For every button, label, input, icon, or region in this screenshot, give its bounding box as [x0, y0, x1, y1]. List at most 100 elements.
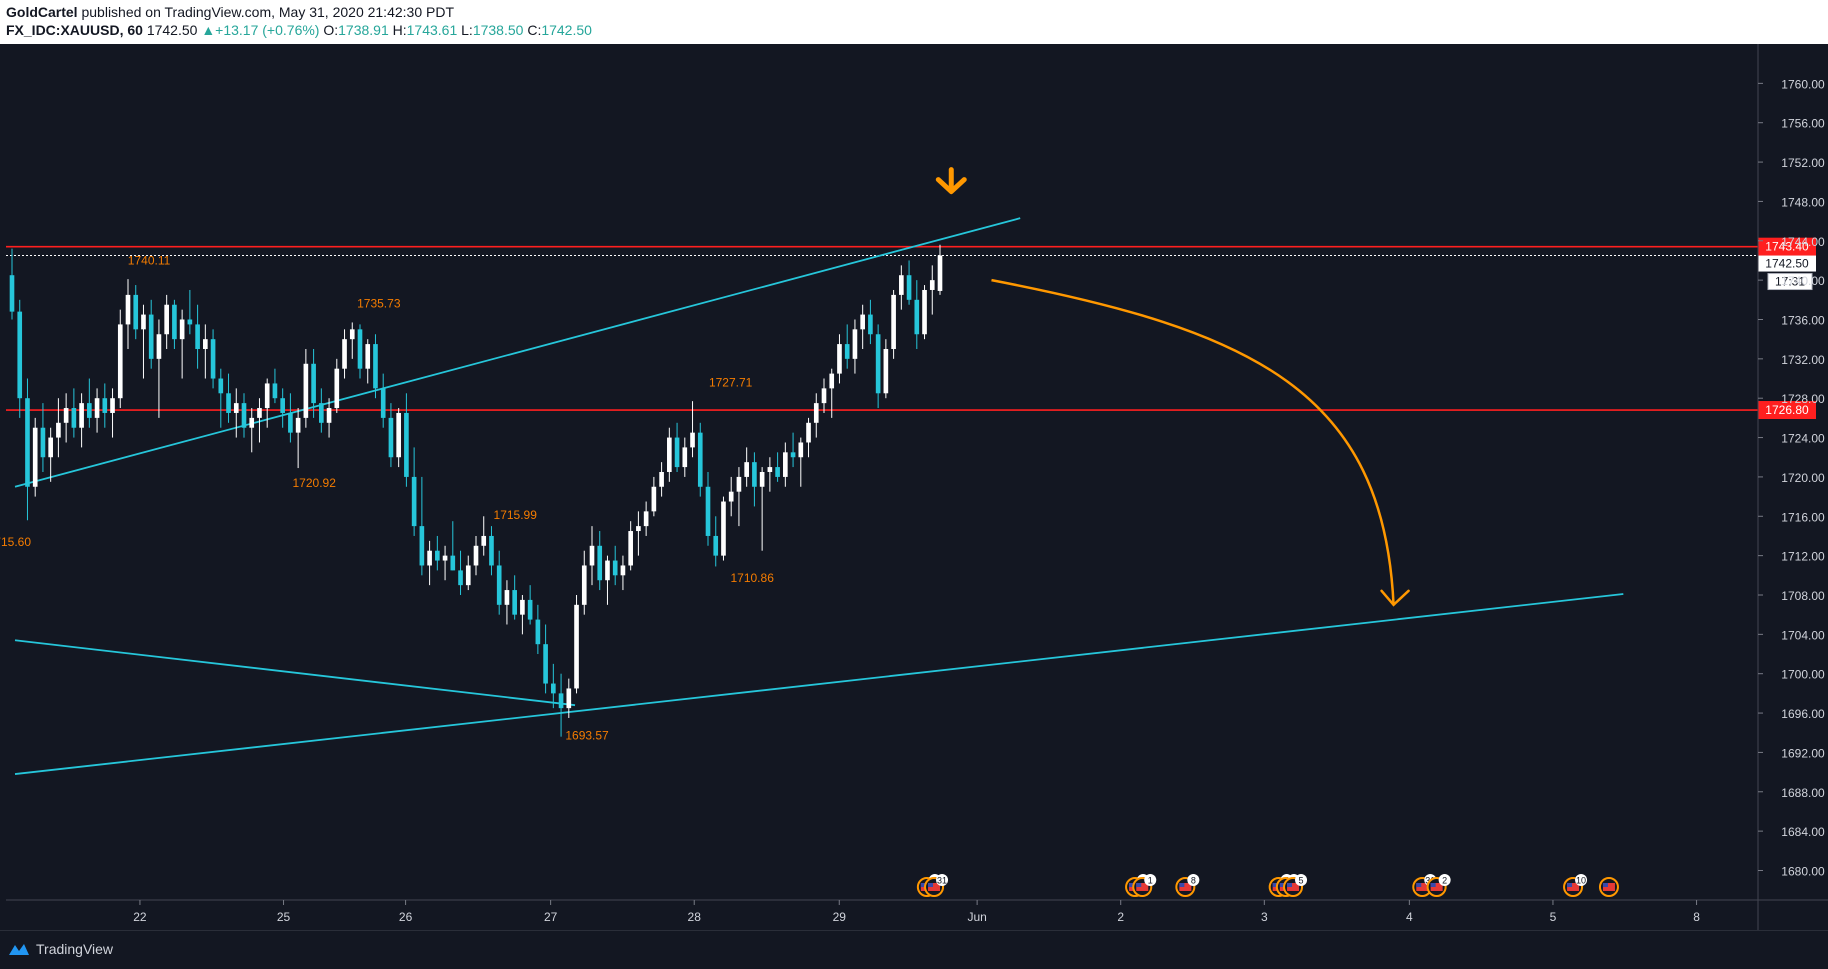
level-price-label: 1743.40	[1765, 240, 1809, 254]
candle-body	[914, 299, 920, 335]
candle-body	[210, 339, 216, 379]
candle-body	[783, 452, 788, 477]
event-flag-icon[interactable]: 2	[1426, 874, 1451, 897]
candle-body	[512, 590, 517, 615]
price-tick-label: 1756.00	[1781, 117, 1825, 131]
event-count-badge	[1438, 874, 1451, 886]
time-tick-label: Jun	[967, 910, 986, 924]
candle-body	[87, 403, 92, 418]
candle-body	[775, 467, 780, 477]
trendline[interactable]	[14, 217, 1021, 488]
trendline[interactable]	[14, 593, 1624, 775]
candle-body	[535, 619, 541, 645]
price-tick-label: 1716.00	[1781, 510, 1825, 524]
trendline[interactable]	[14, 639, 576, 707]
time-tick-label: 28	[688, 910, 702, 924]
symbol-label[interactable]: FX_IDC:XAUUSD, 60	[6, 22, 143, 38]
up-triangle-icon: ▲	[201, 22, 216, 38]
candle-body	[844, 344, 850, 359]
level-price-tag	[1758, 401, 1816, 420]
publish-line: GoldCartel published on TradingView.com,…	[6, 4, 454, 20]
candle-body	[504, 590, 510, 605]
time-tick-label: 25	[277, 910, 291, 924]
candle-body	[365, 344, 371, 369]
annotations[interactable]	[935, 167, 1410, 607]
candle-body	[551, 683, 556, 694]
price-tick-label: 1692.00	[1781, 746, 1825, 760]
candle-body	[380, 388, 386, 418]
chart-canvas[interactable]: 1743.40 1726.80 1742.50 17:31 715.60 1740.11…	[0, 44, 1828, 930]
low-label: L:	[461, 22, 473, 38]
event-flag-icon[interactable]	[1598, 877, 1619, 897]
economic-events[interactable]: 33121852531210	[916, 874, 1619, 897]
swing-price-label: 1715.99	[494, 508, 538, 522]
event-flag-icon[interactable]: 31	[924, 874, 949, 897]
candle-body	[868, 314, 873, 335]
down-arrow-head	[935, 177, 967, 195]
time-tick-label: 22	[133, 910, 147, 924]
us-flag-icon	[1136, 883, 1149, 891]
forecast-curve-arrow[interactable]	[991, 278, 1395, 605]
us-flag-canton	[1179, 883, 1185, 887]
candle-body	[117, 324, 123, 399]
candle-body	[56, 422, 61, 438]
event-count-badge	[1575, 874, 1588, 886]
trendlines[interactable]	[14, 217, 1624, 775]
swing-price-label: 1727.71	[709, 375, 753, 389]
candle-body	[272, 383, 278, 399]
countdown-tag	[1767, 273, 1813, 291]
event-flag-icon[interactable]: 10	[1563, 874, 1588, 897]
candle-body	[172, 304, 177, 340]
event-count-badge	[1295, 874, 1308, 886]
us-flag-canton	[1430, 883, 1436, 887]
candle-body	[713, 535, 719, 556]
swing-price-label: 1720.92	[293, 476, 337, 490]
tradingview-brand[interactable]: TradingView	[8, 941, 113, 957]
us-flag-icon	[1602, 883, 1615, 891]
price-tick-label: 1720.00	[1781, 471, 1825, 485]
candle-body	[295, 417, 301, 433]
candle-body	[195, 324, 200, 350]
candle-body	[71, 408, 77, 428]
candle-body	[721, 501, 726, 556]
event-flag-icon[interactable]: 5	[1283, 874, 1308, 897]
event-flag-icon[interactable]: 8	[1175, 874, 1200, 897]
candle-body	[241, 403, 247, 428]
level-price-tag	[1758, 237, 1816, 256]
current-price-tag	[1758, 255, 1816, 272]
price-change: +13.17 (+0.76%)	[215, 22, 320, 38]
candle-body	[829, 373, 835, 389]
author-name[interactable]: GoldCartel	[6, 4, 78, 20]
candle-body	[612, 560, 618, 576]
candle-body	[690, 432, 695, 448]
candle-body	[396, 412, 401, 458]
swing-price-label: 1735.73	[357, 297, 401, 311]
down-arrow-icon[interactable]	[935, 167, 967, 195]
candle-body	[319, 403, 324, 423]
chart-background	[6, 44, 1758, 930]
event-flag-icon[interactable]: 1	[1132, 874, 1157, 897]
candle-body	[697, 432, 703, 487]
price-tick-label: 1752.00	[1781, 156, 1825, 170]
price-tick-label: 1736.00	[1781, 313, 1825, 327]
low-value: 1738.50	[472, 22, 524, 38]
us-flag-canton	[928, 883, 934, 887]
time-tick-label: 27	[544, 910, 558, 924]
candle-body	[17, 311, 23, 399]
candle-body	[667, 437, 672, 472]
candle-body	[226, 393, 231, 413]
us-flag-canton	[1602, 883, 1608, 887]
event-count-badge	[1187, 874, 1200, 886]
candle-body	[218, 378, 224, 394]
candle-body	[32, 427, 38, 487]
tradingview-logo-icon	[9, 944, 29, 955]
candle-body	[520, 599, 525, 615]
candle-body	[929, 280, 935, 290]
swing-price-label: 715.60	[0, 535, 31, 549]
price-axis[interactable]: 1760.00 1756.00 1752.00 1748.00 1744.00 1740.…	[1757, 44, 1825, 930]
candle-body	[891, 294, 896, 350]
time-axis[interactable]: 22 25 26 27 28 29 Jun 2 3 4 5 8	[6, 899, 1828, 924]
publish-info: published on TradingView.com, May 31, 20…	[81, 4, 454, 20]
level-price-label: 1726.80	[1765, 403, 1809, 417]
candle-body	[759, 472, 765, 487]
